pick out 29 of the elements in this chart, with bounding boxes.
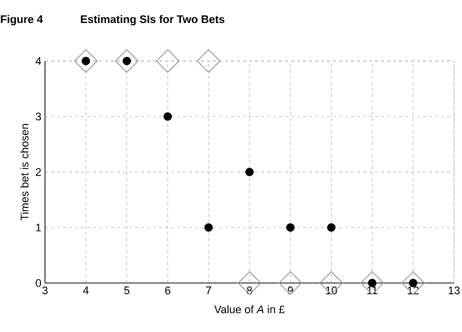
x-axis-title: Value of A in £ bbox=[214, 305, 285, 314]
x-tick-label: 13 bbox=[448, 286, 460, 294]
x-tick-label: 7 bbox=[206, 286, 212, 294]
point bbox=[115, 49, 139, 73]
y-tick-label: 0 bbox=[36, 279, 42, 287]
point bbox=[204, 223, 213, 232]
point bbox=[122, 56, 132, 66]
point bbox=[156, 49, 180, 73]
point bbox=[278, 271, 302, 295]
point bbox=[164, 112, 172, 121]
point bbox=[286, 223, 295, 232]
point bbox=[82, 56, 90, 66]
x-tick-label: 3 bbox=[42, 286, 48, 294]
y-axis-title: Times bet is chosen bbox=[20, 124, 28, 220]
x-tick-label: 6 bbox=[165, 286, 170, 294]
x-tick-label: 5 bbox=[124, 286, 130, 294]
x-tick-label: 10 bbox=[326, 286, 337, 294]
chart-title: Estimating SIs for Two Bets bbox=[80, 15, 224, 26]
point bbox=[245, 168, 254, 176]
caption: Figure 4 bbox=[0, 15, 43, 26]
y-tick-label: 4 bbox=[36, 57, 42, 65]
y-tick-label: 2 bbox=[36, 168, 41, 176]
x-tick-label: 4 bbox=[83, 286, 89, 294]
point bbox=[74, 49, 98, 73]
point bbox=[196, 49, 220, 73]
y-tick-label: 3 bbox=[36, 112, 41, 120]
point bbox=[238, 271, 262, 295]
point bbox=[327, 223, 336, 232]
y-tick-label: 1 bbox=[36, 224, 41, 232]
